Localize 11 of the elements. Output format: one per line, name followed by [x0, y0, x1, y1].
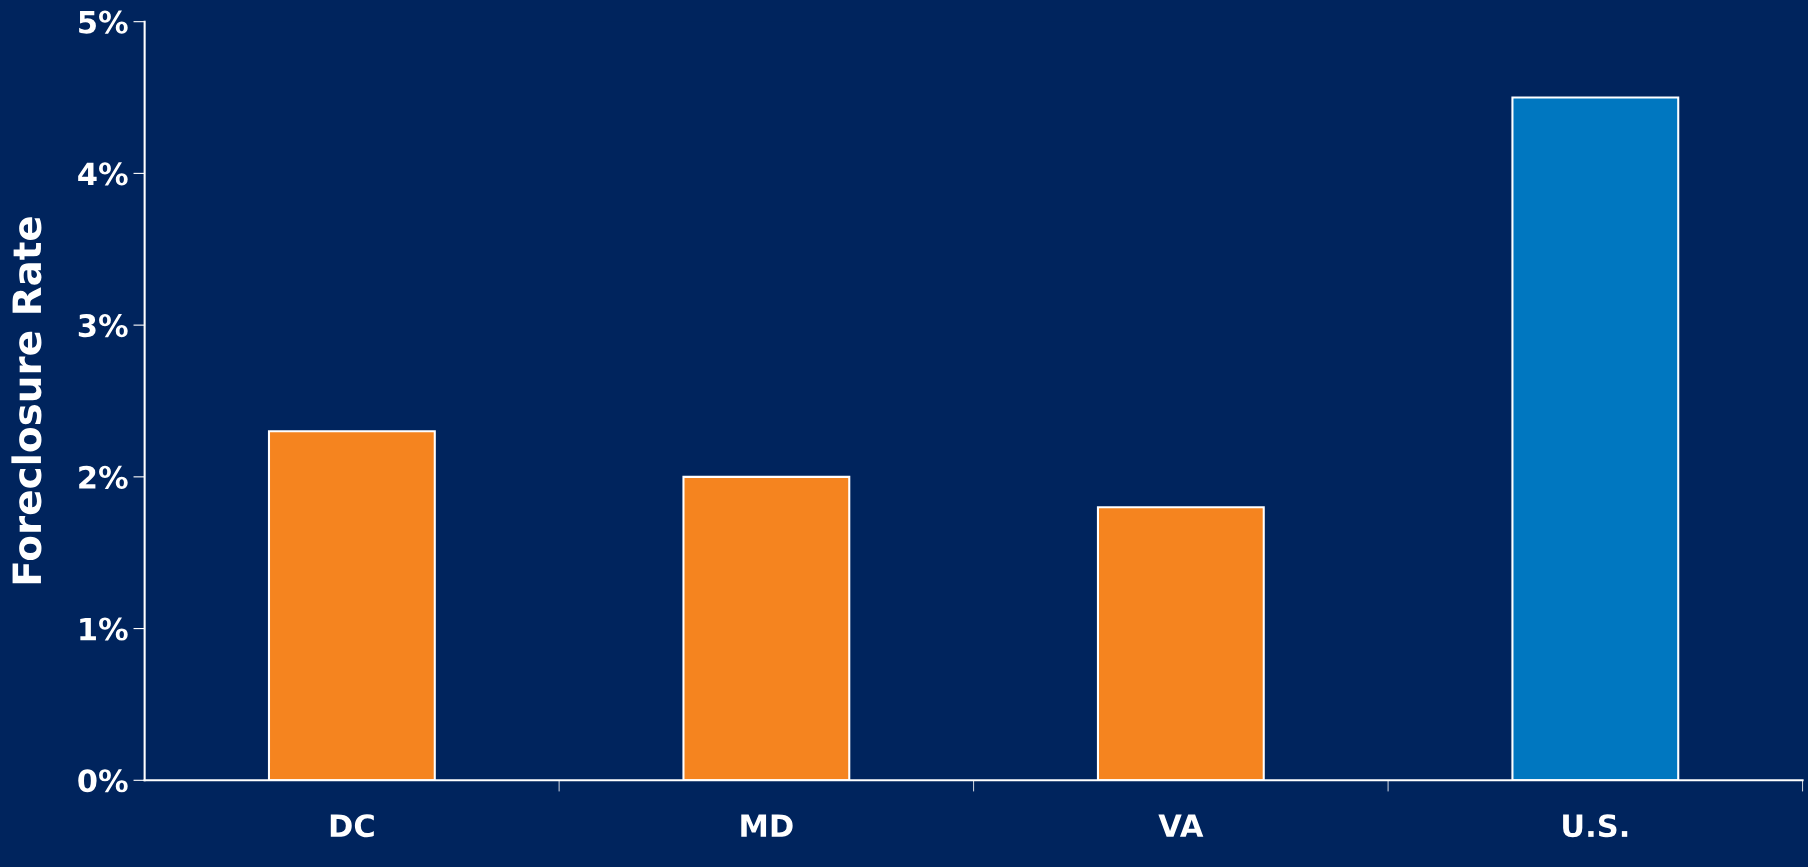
x-tick-label: MD [741, 814, 793, 837]
y-axis-title: Foreclosure Rate [11, 217, 42, 584]
x-tick-label: U.S. [1563, 814, 1628, 838]
y-tick-label: 3% [78, 314, 128, 338]
y-tick-label: 1% [80, 617, 128, 641]
y-tick-label: 5% [79, 10, 128, 34]
y-tick-label: 0% [78, 769, 128, 793]
x-tick-label: VA [1158, 814, 1204, 837]
x-tick-label: DC [330, 814, 374, 838]
y-tick-label: 2% [79, 465, 128, 489]
y-tick-label: 4% [78, 162, 128, 186]
